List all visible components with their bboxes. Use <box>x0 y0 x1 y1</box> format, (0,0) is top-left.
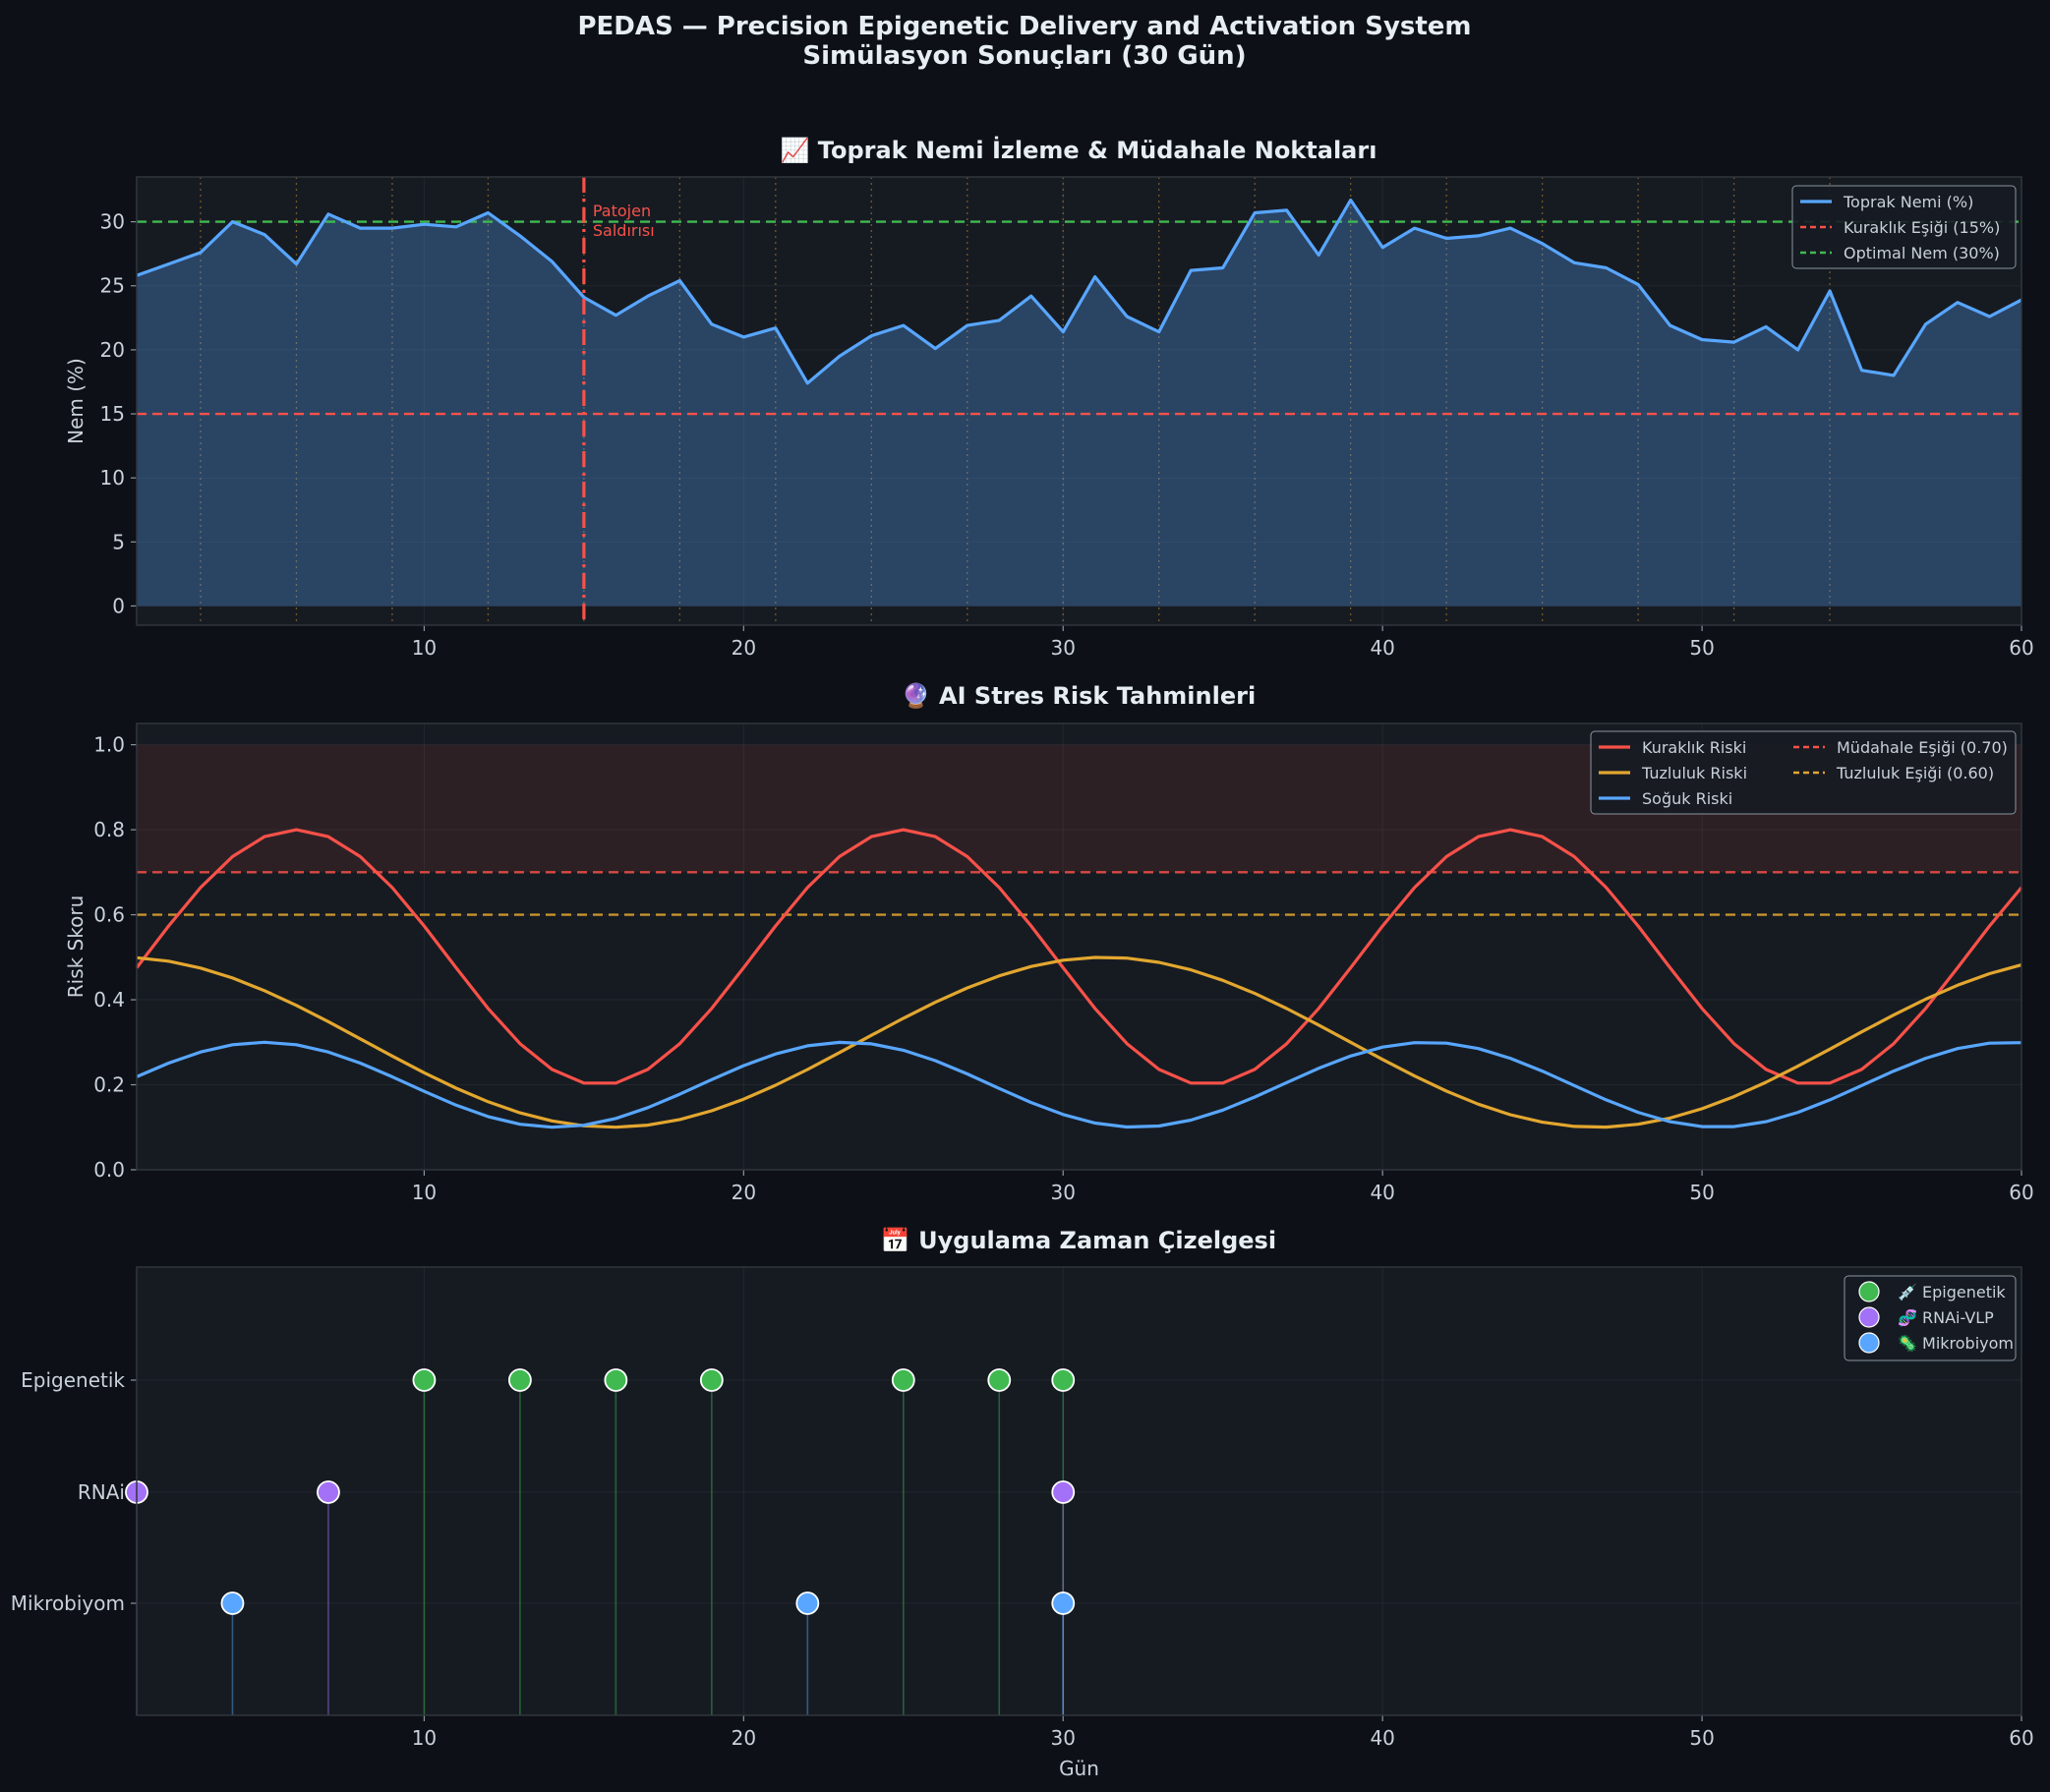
risk-legend-label: Tuzluluk Eşiği (0.60) <box>1836 764 1994 782</box>
timeline-legend-label: 💉 Epigenetik <box>1898 1283 2006 1301</box>
moisture-area-fill <box>137 200 2021 607</box>
moisture-pathogen-label-2: Saldırısı <box>593 221 655 240</box>
risk-series-line <box>136 1040 2022 1129</box>
moisture-legend-label: Toprak Nemi (%) <box>1843 193 1973 211</box>
risk-xtick-label: 10 <box>412 1181 437 1204</box>
timeline-panel: 📅 Uygulama Zaman Çizelgesi 10 20 30 40 50 60 E… <box>11 1227 2034 1780</box>
timeline-legend-label: 🧬 RNAi-VLP <box>1898 1308 1994 1327</box>
risk-ytick-label: 0.6 <box>93 903 125 927</box>
risk-ylabel: Risk Skoru <box>64 896 88 999</box>
moisture-xtick-label: 60 <box>2009 636 2033 660</box>
moisture-ylabel: Nem (%) <box>64 358 88 444</box>
timeline-legend-swatch <box>1858 1281 1880 1302</box>
risk-panel: 🔮 AI Stres Risk Tahminleri 10 20 30 40 50 60 0… <box>64 682 2034 1204</box>
timeline-xtick-label: 50 <box>1689 1726 1714 1750</box>
moisture-legend: Toprak Nemi (%) Kuraklık Eşiği (15%) Optim… <box>1791 185 2017 269</box>
timeline-ytick-label: Mikrobiyom <box>11 1591 125 1615</box>
risk-legend-label: Soğuk Riski <box>1642 789 1732 808</box>
timeline-legend-swatch <box>1858 1306 1880 1328</box>
risk-frame <box>136 723 2022 1171</box>
moisture-panel: 📈 Toprak Nemi İzleme & Müdahale Noktalar… <box>64 136 2034 660</box>
moisture-legend-label: Optimal Nem (30%) <box>1844 244 2000 262</box>
timeline-event-point <box>795 1591 820 1615</box>
figure-title-line2: Simülasyon Sonuçları (30 Gün) <box>802 41 1246 71</box>
risk-series-line <box>136 955 2022 1129</box>
timeline-event-point <box>891 1368 915 1392</box>
risk-ytick-label: 0.8 <box>93 818 125 841</box>
moisture-ytick-label: 30 <box>100 210 125 234</box>
moisture-ytick-label: 0 <box>112 594 125 617</box>
moisture-ytick-label: 25 <box>100 274 125 298</box>
timeline-legend-label: 🦠 Mikrobiyom <box>1898 1334 2014 1353</box>
moisture-legend-box <box>1791 185 2017 269</box>
moisture-xtick-label: 10 <box>412 636 437 660</box>
timeline-xtick-label: 40 <box>1370 1726 1394 1750</box>
risk-xtick-label: 50 <box>1689 1181 1714 1204</box>
moisture-series-line <box>136 198 2022 385</box>
moisture-plot-area <box>137 177 2021 625</box>
timeline-legend-swatch <box>1858 1332 1880 1354</box>
risk-xtick-label: 20 <box>732 1181 756 1204</box>
risk-legend-label: Müdahale Eşiği (0.70) <box>1837 738 2008 757</box>
risk-panel-title: 🔮 AI Stres Risk Tahminleri <box>902 682 1256 710</box>
moisture-legend-label: Kuraklık Eşiği (15%) <box>1844 218 2000 237</box>
risk-xtick-label: 60 <box>2009 1181 2033 1204</box>
timeline-legend: 💉 Epigenetik 🧬 RNAi-VLP 🦠 Mikrobiyom <box>1844 1275 2017 1361</box>
moisture-frame <box>136 176 2022 626</box>
timeline-event-point <box>1051 1368 1076 1392</box>
timeline-event-point <box>220 1591 245 1615</box>
risk-legend-label: Tuzluluk Riski <box>1641 764 1747 782</box>
risk-ytick-label: 1.0 <box>93 733 125 757</box>
timeline-legend-box <box>1844 1275 2017 1361</box>
moisture-xtick-label: 40 <box>1370 636 1394 660</box>
risk-xtick-label: 40 <box>1370 1181 1394 1204</box>
timeline-frame <box>136 1266 2022 1716</box>
timeline-xtick-label: 60 <box>2009 1726 2033 1750</box>
timeline-xtick-label: 20 <box>732 1726 756 1750</box>
timeline-xlabel: Gün <box>1059 1757 1099 1780</box>
moisture-xtick-label: 20 <box>732 636 756 660</box>
timeline-event-point <box>317 1480 340 1504</box>
moisture-ytick-label: 15 <box>100 402 125 426</box>
risk-ytick-label: 0.2 <box>93 1073 125 1097</box>
moisture-pathogen-label-1: Patojen <box>593 202 651 220</box>
timeline-event-point <box>507 1368 532 1392</box>
timeline-panel-title: 📅 Uygulama Zaman Çizelgesi <box>881 1227 1276 1254</box>
timeline-xtick-label: 30 <box>1051 1726 1076 1750</box>
timeline-xtick-label: 10 <box>412 1726 437 1750</box>
risk-ytick-label: 0.4 <box>93 988 125 1012</box>
risk-series-line <box>135 828 2023 1085</box>
moisture-ytick-label: 5 <box>112 530 125 553</box>
timeline-event-point <box>1051 1591 1076 1615</box>
moisture-xtick-label: 30 <box>1051 636 1076 660</box>
timeline-event-point <box>699 1368 724 1392</box>
timeline-ytick-label: RNAi <box>78 1480 125 1504</box>
moisture-panel-title: 📈 Toprak Nemi İzleme & Müdahale Noktalar… <box>781 136 1377 164</box>
timeline-event-point <box>604 1368 628 1392</box>
timeline-event-point <box>1051 1480 1076 1504</box>
timeline-ytick-label: Epigenetik <box>21 1368 125 1392</box>
risk-legend: Kuraklık Riski Tuzluluk Riski Soğuk Riski M… <box>1590 730 2017 815</box>
risk-xtick-label: 30 <box>1051 1181 1076 1204</box>
timeline-event-point <box>412 1368 437 1392</box>
moisture-ytick-label: 20 <box>100 338 125 362</box>
moisture-xtick-label: 50 <box>1689 636 1714 660</box>
moisture-ytick-label: 10 <box>100 466 125 490</box>
timeline-plot-area <box>137 1267 2021 1715</box>
timeline-event-point <box>987 1368 1012 1392</box>
risk-ytick-label: 0.0 <box>93 1158 125 1182</box>
risk-legend-label: Kuraklık Riski <box>1642 738 1746 757</box>
figure-title-line1: PEDAS — Precision Epigenetic Delivery an… <box>577 12 1471 41</box>
